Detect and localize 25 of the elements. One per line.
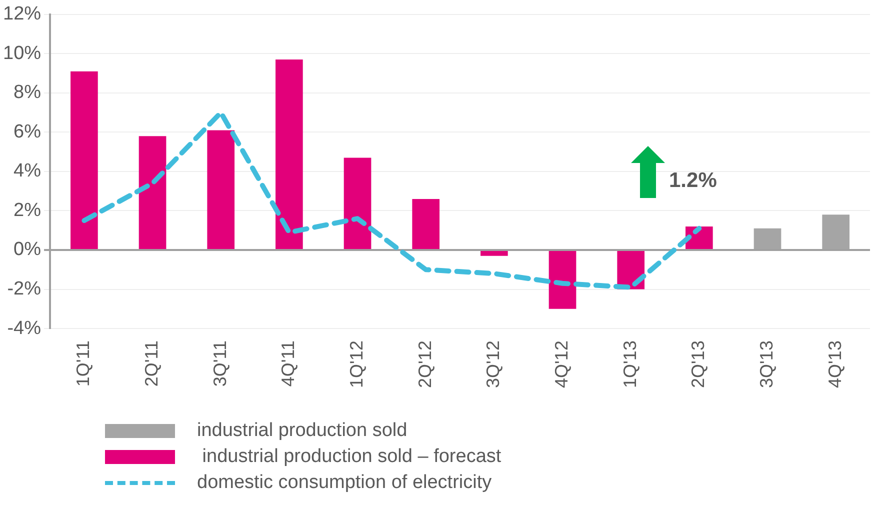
annotation: 1.2% [669,169,718,192]
legend-label: industrial production sold [197,419,408,443]
x-tick-label: 1Q'11 [73,340,94,387]
x-tick-label: 3Q'13 [756,340,776,388]
x-tick-label: 2Q'13 [688,340,708,388]
y-tick-label: 0% [14,239,42,260]
y-tick-label: 2% [14,200,42,221]
legend-label: industrial production sold – forecast [201,445,502,469]
y-tick-label: 6% [14,121,42,142]
x-tick-label: 1Q'12 [346,340,366,388]
x-tick-label: 1Q'13 [620,340,640,388]
y-tick-label: 8% [14,82,42,104]
x-tick-label: 4Q'11 [278,340,298,387]
x-tick-label: 3Q'11 [210,340,230,387]
x-tick-label: 4Q'12 [551,340,572,388]
y-tick-label: -4% [7,318,42,339]
x-tick-label: 2Q'12 [414,340,435,388]
y-tick-label: 10% [2,42,42,64]
x-tick-label: 2Q'11 [141,340,162,387]
x-tick-label: 4Q'13 [824,340,845,388]
x-tick-label: 3Q'12 [483,340,504,388]
y-tick-label: -2% [7,278,42,300]
y-tick-label: 4% [14,160,42,182]
legend-label: domestic consumption of electricity [197,471,492,495]
y-tick-label: 12% [2,4,42,25]
